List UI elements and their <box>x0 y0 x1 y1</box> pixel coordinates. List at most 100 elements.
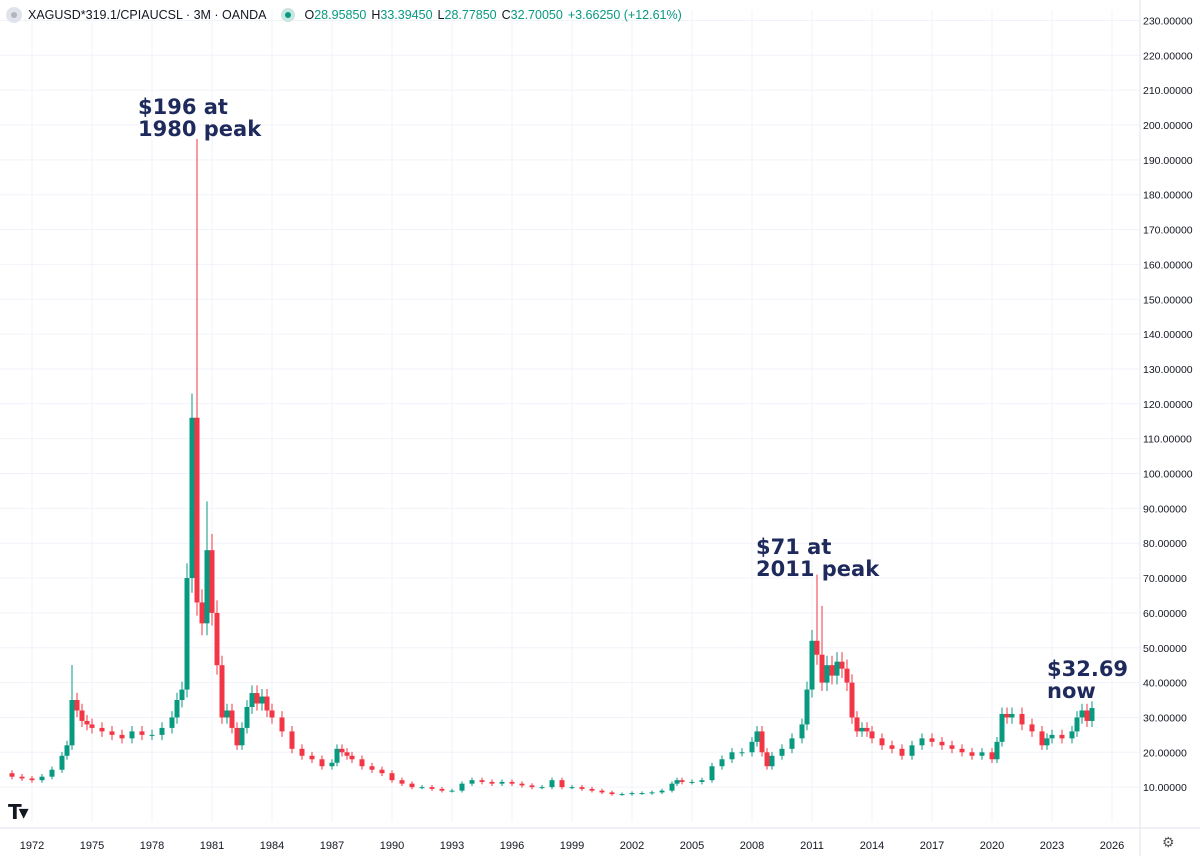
candle-body <box>234 727 240 746</box>
candle-body <box>674 780 680 784</box>
y-tick-label: 80.00000 <box>1143 538 1187 550</box>
y-tick-label: 190.00000 <box>1143 155 1193 167</box>
candle-body <box>129 731 135 739</box>
candle-body <box>729 752 735 760</box>
candle-body <box>99 727 105 732</box>
candle-body <box>1019 713 1025 725</box>
candle-body <box>719 759 725 767</box>
candle-body <box>519 783 525 786</box>
annotation-now: $32.69 now <box>1047 657 1129 703</box>
candle-body <box>509 781 515 784</box>
candle-body <box>859 727 865 732</box>
candle-body <box>804 689 810 725</box>
y-tick-label: 180.00000 <box>1143 190 1193 202</box>
candle-body <box>159 727 165 735</box>
candle-body <box>979 752 985 756</box>
candle-body <box>1049 734 1055 739</box>
candle-body <box>549 780 555 788</box>
candle-body <box>1004 713 1010 718</box>
candle-body <box>29 778 35 781</box>
candle-body <box>639 793 645 795</box>
candle-body <box>629 793 635 795</box>
candle-body <box>49 769 55 777</box>
candle-body <box>854 717 860 732</box>
candle-body <box>214 612 220 666</box>
x-tick-label: 2023 <box>1040 840 1064 852</box>
candle-body <box>349 755 355 760</box>
candle-body <box>204 550 210 624</box>
candle-body <box>829 665 835 676</box>
candle-body <box>949 745 955 749</box>
candle-body <box>379 769 385 774</box>
candle-body <box>64 745 70 756</box>
candle-body <box>329 762 335 767</box>
candle-body <box>194 417 200 603</box>
candle-body <box>879 738 885 746</box>
candle-body <box>814 640 820 655</box>
candle-body <box>249 693 255 707</box>
candle-body <box>1059 734 1065 739</box>
candle-body <box>189 417 195 579</box>
candle-body <box>659 790 665 793</box>
candle-body <box>789 738 795 749</box>
x-tick-label: 2017 <box>920 840 944 852</box>
x-tick-label: 2002 <box>620 840 644 852</box>
x-tick-label: 1990 <box>380 840 404 852</box>
x-tick-label: 1978 <box>140 840 164 852</box>
candle-body <box>899 748 905 756</box>
candle-body <box>1079 710 1085 718</box>
candle-body <box>19 776 25 779</box>
candle-body <box>59 755 65 770</box>
candle-body <box>799 724 805 739</box>
y-tick-label: 150.00000 <box>1143 294 1193 306</box>
candle-body <box>889 745 895 749</box>
y-tick-label: 90.00000 <box>1143 503 1187 515</box>
y-tick-label: 40.00000 <box>1143 678 1187 690</box>
candle-body <box>779 748 785 756</box>
candle-body <box>994 741 1000 760</box>
candle-body <box>754 731 760 742</box>
ohlc-high: H33.39450 <box>371 8 433 22</box>
candle-body <box>264 696 270 711</box>
candle-body <box>289 731 295 749</box>
symbol-title[interactable]: XAGUSD*319.1/CPIAUCSL · 3M · OANDA <box>28 8 267 22</box>
symbol-header: XAGUSD*319.1/CPIAUCSL · 3M · OANDA O28.9… <box>6 4 687 26</box>
candle-body <box>764 752 770 767</box>
x-tick-label: 2014 <box>860 840 884 852</box>
candle-body <box>409 783 415 788</box>
candle-body <box>959 748 965 753</box>
symbol-logo-icon <box>6 7 22 23</box>
candle-body <box>84 720 90 725</box>
candle-body <box>229 710 235 728</box>
y-tick-label: 220.00000 <box>1143 50 1193 62</box>
y-tick-label: 170.00000 <box>1143 225 1193 237</box>
candle-body <box>259 696 265 704</box>
candle-body <box>74 700 80 711</box>
candle-body <box>219 665 225 718</box>
x-tick-label: 1993 <box>440 840 464 852</box>
gear-icon[interactable]: ⚙ <box>1162 834 1175 850</box>
candle-body <box>709 766 715 781</box>
candle-body <box>589 788 595 791</box>
y-tick-label: 140.00000 <box>1143 329 1193 341</box>
candle-body <box>244 706 250 728</box>
annotation-1980-peak: $196 at 1980 peak <box>138 95 262 141</box>
candle-body <box>739 752 745 754</box>
candle-body <box>89 724 95 728</box>
y-tick-label: 60.00000 <box>1143 608 1187 620</box>
candle-body <box>759 731 765 753</box>
candle-body <box>749 741 755 753</box>
candle-body <box>299 748 305 756</box>
candle-body <box>449 790 455 792</box>
x-tick-label: 2011 <box>800 840 824 852</box>
candle-body <box>1084 710 1090 721</box>
candle-body <box>529 785 535 788</box>
candle-body <box>599 790 605 793</box>
tradingview-logo-icon[interactable]: T▾ <box>8 800 29 824</box>
candle-body <box>184 578 190 690</box>
candle-body <box>869 731 875 739</box>
candle-body <box>679 780 685 782</box>
candle-body <box>824 665 830 683</box>
